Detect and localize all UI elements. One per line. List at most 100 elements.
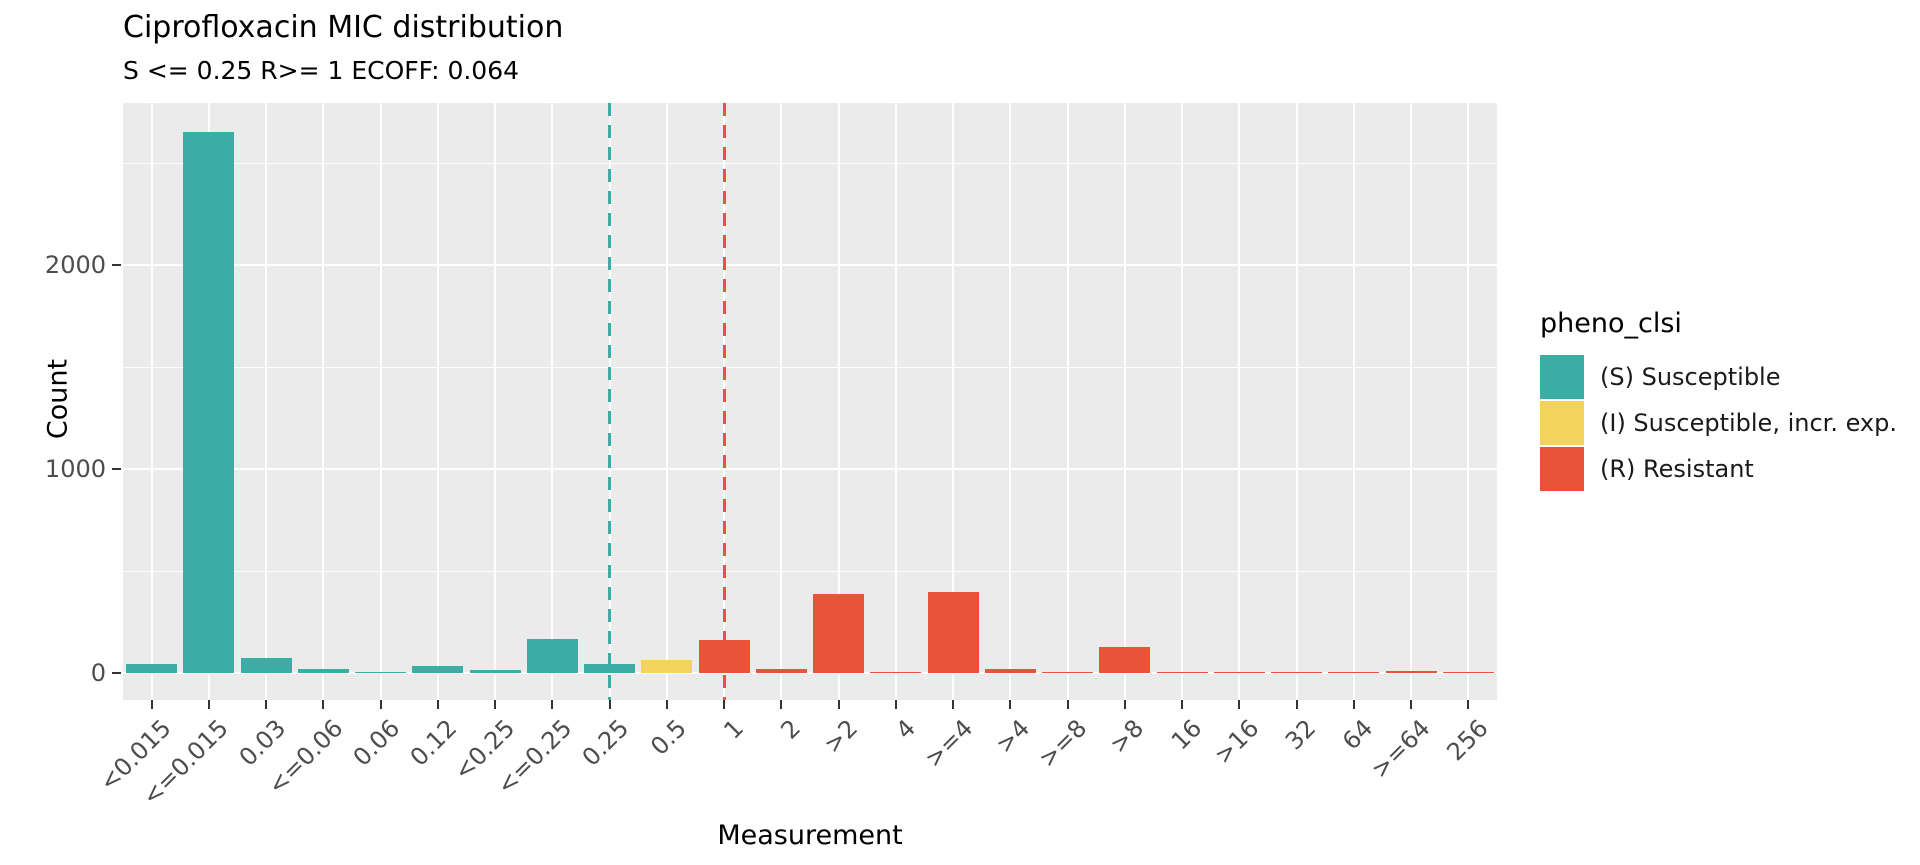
gridline-vertical [379,103,382,700]
x-tick-label-text: >=4 [918,714,978,774]
x-tick-mark [780,700,783,709]
x-tick-mark [1238,700,1241,709]
gridline-vertical [494,103,497,700]
x-tick-label-text: 1 [718,714,749,745]
x-tick-mark [207,700,210,709]
gridline-vertical [1066,103,1069,700]
x-tick-mark [1467,700,1470,709]
x-tick-mark [1352,700,1355,709]
x-tick-mark [436,700,439,709]
bar [1442,672,1494,673]
x-tick-mark [1295,700,1298,709]
y-tick-label: 1000 [44,455,106,483]
x-tick-mark [379,700,382,709]
x-tick-label-text: 16 [1165,714,1207,756]
chart-subtitle: S <= 0.25 R>= 1 ECOFF: 0.064 [123,56,520,85]
bar [755,669,807,673]
gridline-vertical [837,103,840,700]
gridline-vertical [665,103,668,700]
gridline-vertical [436,103,439,700]
plot-panel [123,103,1497,700]
y-axis-title: Count [42,358,74,440]
y-tick-mark [112,672,121,674]
gridline-major [123,468,1497,470]
gridline-vertical [551,103,554,700]
gridline-vertical [150,103,153,700]
x-tick-mark [1410,700,1413,709]
x-tick-mark [952,700,955,709]
bar [1213,672,1265,673]
gridline-vertical [1410,103,1413,700]
gridline-vertical [1181,103,1184,700]
x-tick-label-text: >4 [990,714,1036,759]
bar [526,639,578,673]
gridline-minor [123,570,1497,572]
x-tick-label-text: >=8 [1033,714,1093,774]
gridline-minor [123,366,1497,368]
chart-title: Ciprofloxacin MIC distribution [123,10,564,45]
x-tick-label-text: 64 [1337,714,1379,756]
gridline-vertical [1009,103,1012,700]
legend-swatch-s [1540,355,1584,399]
x-tick-label-text: 0.5 [644,714,692,761]
legend-label: (I) Susceptible, incr. exp. [1600,409,1897,437]
x-tick-mark [551,700,554,709]
x-tick-mark [1066,700,1069,709]
gridline-vertical [780,103,783,700]
gridline-vertical [1123,103,1126,700]
gridline-vertical [1352,103,1355,700]
x-tick-mark [265,700,268,709]
bar [297,669,349,673]
x-axis-title: Measurement [717,820,903,851]
gridline-major [123,264,1497,266]
bar [641,660,693,673]
x-tick-label-text: 2 [775,714,807,745]
x-tick-mark [837,700,840,709]
bar [126,664,178,673]
bar [813,594,865,673]
x-tick-mark [723,700,726,709]
x-tick-mark [608,700,611,709]
gridline-vertical [952,103,955,700]
y-tick-mark [112,468,121,470]
bar [927,592,979,673]
x-tick-mark [894,700,897,709]
bar [870,672,922,673]
bar [469,670,521,673]
legend-title: pheno_clsi [1540,308,1682,339]
legend-label: (S) Susceptible [1600,363,1781,391]
bar [355,672,407,673]
gridline-vertical [1238,103,1241,700]
x-tick-label-text: 256 [1440,714,1494,767]
gridline-vertical [265,103,268,700]
legend-label: (R) Resistant [1600,455,1754,483]
bar [412,666,464,673]
bar [183,132,235,673]
legend-swatch-i [1540,401,1584,445]
breakpoint-line [722,103,726,700]
x-tick-mark [150,700,153,709]
bar [984,669,1036,673]
x-tick-label-text: 0.25 [576,714,635,772]
y-tick-label: 2000 [44,251,106,279]
bar [1385,671,1437,673]
bar [1042,672,1094,673]
gridline-vertical [894,103,897,700]
bar [1271,672,1323,673]
legend: pheno_clsi (S) Susceptible (I) Susceptibl… [1540,308,1897,493]
bar [240,658,292,673]
y-tick-mark [112,264,121,266]
gridline-major [123,672,1497,674]
x-tick-mark [494,700,497,709]
gridline-vertical [322,103,325,700]
x-tick-label-text: >2 [818,714,864,759]
y-tick-label: 0 [90,659,106,687]
gridline-vertical [1467,103,1470,700]
legend-entry: (I) Susceptible, incr. exp. [1540,401,1897,445]
breakpoint-line [608,103,612,700]
gridline-vertical [1295,103,1298,700]
x-tick-label-text: 0.06 [347,714,406,772]
x-tick-mark [1009,700,1012,709]
x-tick-mark [322,700,325,709]
bar [1099,647,1151,673]
